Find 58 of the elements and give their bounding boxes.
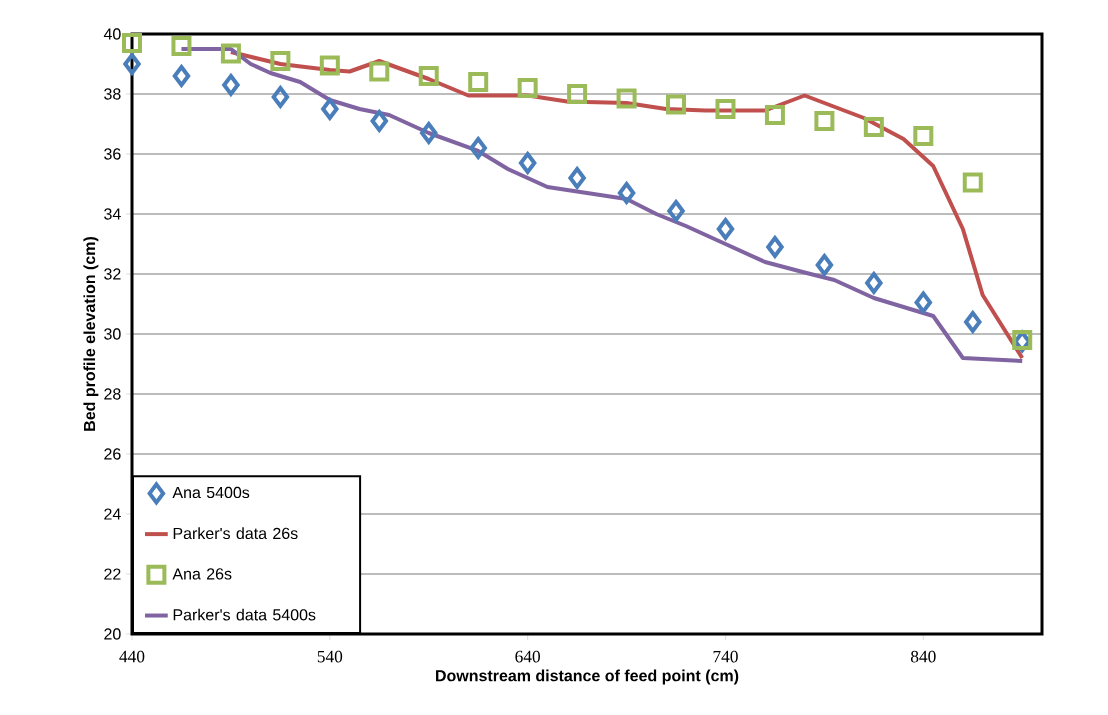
y-tick-label: 38 <box>104 88 121 100</box>
point <box>865 272 883 294</box>
y-tick-label: 24 <box>104 508 121 520</box>
point <box>815 254 834 276</box>
point <box>567 84 588 104</box>
point <box>419 122 438 144</box>
point <box>171 36 192 56</box>
point <box>468 71 489 92</box>
point <box>568 167 586 189</box>
legend-label: Ana 5400s <box>172 486 250 499</box>
point <box>370 110 389 132</box>
y-tick-label: 26 <box>104 448 121 460</box>
point <box>617 182 636 204</box>
point <box>518 152 537 174</box>
y-tick-label: 30 <box>104 328 121 340</box>
y-axis-title: Bed profile elevation (cm) <box>83 237 99 431</box>
y-tick-label: 22 <box>104 568 121 580</box>
y-tick-label: 40 <box>103 28 121 40</box>
point <box>220 43 241 64</box>
point <box>222 74 240 96</box>
point <box>369 61 390 82</box>
point <box>964 311 982 333</box>
point <box>666 94 687 115</box>
x-tick-label: 840 <box>910 650 936 663</box>
point <box>766 236 784 258</box>
point <box>962 172 983 193</box>
point <box>469 137 487 159</box>
x-tick-label: 540 <box>317 650 343 663</box>
point <box>122 33 142 53</box>
y-tick-label: 28 <box>104 388 121 400</box>
legend-label: Ana 26s <box>172 568 232 580</box>
x-tick-label: 440 <box>119 650 145 663</box>
y-tick-label: 34 <box>104 208 121 220</box>
x-axis-title: Downstream distance of feed point (cm) <box>436 669 739 685</box>
point <box>517 78 538 98</box>
point <box>123 53 141 75</box>
point <box>270 50 291 71</box>
point <box>914 291 933 314</box>
point <box>172 64 191 87</box>
point <box>616 88 637 109</box>
point <box>271 85 290 108</box>
point <box>715 99 736 119</box>
point <box>814 111 835 131</box>
y-tick-label: 36 <box>104 148 121 160</box>
legend-label: Parker's data 26s <box>173 527 298 540</box>
x-tick-label: 740 <box>713 650 738 663</box>
point <box>863 117 884 137</box>
x-tick-label: 640 <box>515 650 540 663</box>
point <box>321 98 339 120</box>
point <box>716 218 735 240</box>
point <box>319 55 340 76</box>
point <box>764 105 785 125</box>
point <box>913 126 934 146</box>
y-tick-label: 32 <box>104 268 121 280</box>
point <box>418 66 439 86</box>
y-tick-label: 20 <box>104 628 121 640</box>
legend-label: Parker's data 5400s <box>173 608 316 621</box>
point <box>667 200 685 222</box>
